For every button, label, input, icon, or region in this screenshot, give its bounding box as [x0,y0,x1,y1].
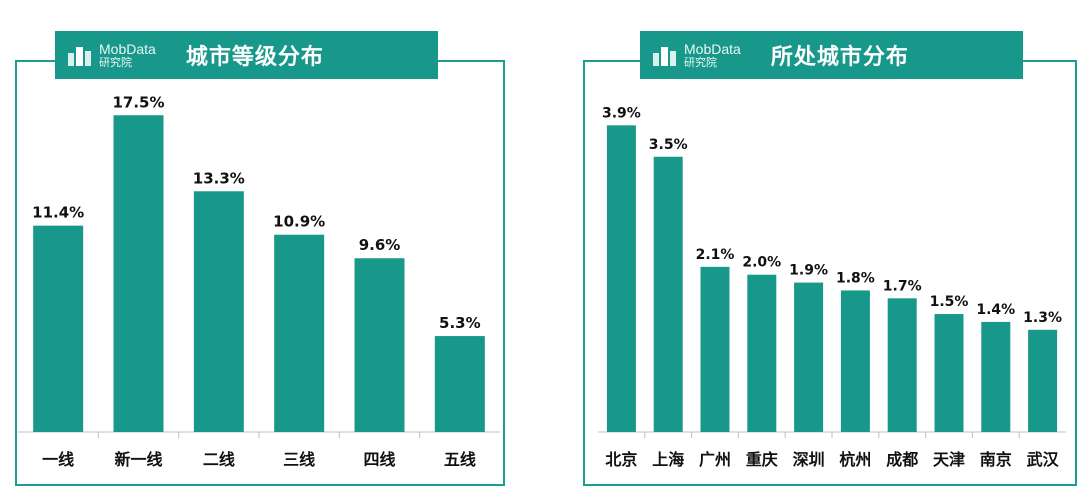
city-tier-tick-label: 三线 [283,450,315,469]
logo-sub: 研究院 [99,55,132,69]
city-distribution-tick-label: 重庆 [746,450,778,469]
city-distribution-tick-label: 上海 [652,450,684,469]
city-distribution-data-label: 2.1% [696,247,735,263]
city-distribution-data-label: 2.0% [742,255,781,271]
city-distribution-data-label: 1.9% [789,263,828,279]
logo-brand: MobData [99,40,156,57]
city-tier-bar [274,234,325,432]
city-tier-bar [33,225,84,432]
city-distribution-bar [606,125,636,433]
city-distribution-data-label: 1.5% [930,294,969,310]
city-distribution-bar [700,266,730,432]
logo-sub: 研究院 [684,55,717,69]
city-distribution-tick-label: 天津 [933,450,965,469]
city-tier-tick-label: 五线 [444,450,476,469]
city-distribution-tick-label: 武汉 [1027,450,1060,469]
city-tier-bar [113,115,164,432]
city-tier-bar [434,336,485,432]
mobdata-logo-icon [68,46,91,66]
city-tier-tick-label: 一线 [42,450,74,469]
city-distribution-tick-label: 南京 [980,450,1012,469]
city-tier-data-label: 9.6% [359,236,401,254]
city-tier-chart: 11.4% 一线 17.5% 新一线 13.3% 二线 10.9% 三线 9.6% 四线 5.3% 五… [18,93,500,469]
city-distribution-data-label: 1.7% [883,278,922,294]
mobdata-logo-2: MobData 研究院 [652,42,741,68]
city-tier-banner: MobData 研究院 城市等级分布 [55,31,438,79]
city-tier-data-label: 13.3% [193,169,245,187]
city-tier-tick-label: 四线 [363,450,395,469]
city-distribution-bar [840,290,870,432]
city-distribution-bar [653,156,683,433]
city-distribution-bar [887,298,917,432]
city-tier-bar [354,258,405,432]
city-distribution-bar [794,282,824,432]
city-distribution-tick-label: 北京 [605,450,637,469]
city-distribution-data-label: 3.9% [602,105,641,121]
city-distribution-bar [934,314,964,432]
city-tier-data-label: 5.3% [439,314,481,332]
city-distribution-data-label: 1.8% [836,270,875,286]
city-tier-data-label: 10.9% [273,213,325,231]
city-distribution-bar [981,321,1011,432]
city-distribution-tick-label: 深圳 [793,450,825,469]
city-distribution-data-label: 3.5% [649,137,688,153]
city-distribution-data-label: 1.3% [1023,310,1062,326]
city-distribution-data-label: 1.4% [976,302,1015,318]
city-tier-title: 城市等级分布 [185,45,324,70]
city-tier-bar [193,191,244,432]
city-distribution-tick-label: 成都 [886,450,918,469]
city-distribution-banner: MobData 研究院 所处城市分布 [640,31,1023,79]
city-tier-tick-label: 新一线 [114,450,162,469]
city-tier-data-label: 17.5% [112,93,164,111]
city-tier-tick-label: 二线 [203,450,235,469]
mobdata-logo-icon [653,46,676,66]
city-distribution-tick-label: 杭州 [839,450,871,469]
logo-brand: MobData [684,40,741,57]
city-distribution-title: 所处城市分布 [770,45,909,70]
city-distribution-tick-label: 广州 [699,450,731,469]
city-tier-data-label: 11.4% [32,204,84,222]
city-distribution-bar [1028,329,1058,432]
mobdata-logo: MobData 研究院 [67,42,156,68]
city-distribution-bar [747,274,777,432]
